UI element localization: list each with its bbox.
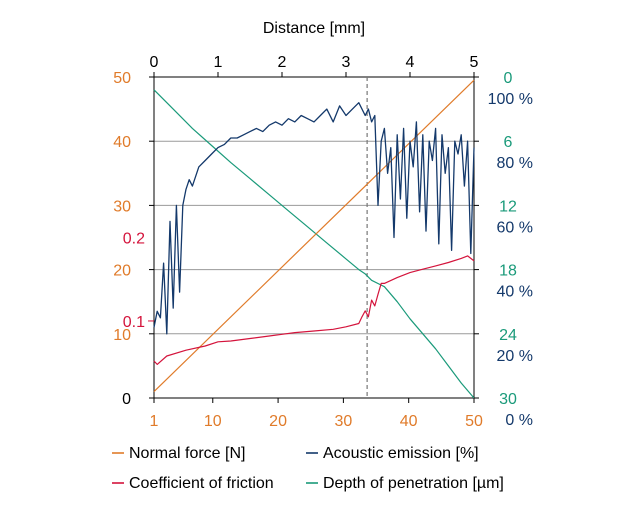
top-axis-title: Distance [mm] bbox=[263, 20, 365, 37]
legend-label: Coefficient of friction bbox=[129, 475, 274, 492]
top-axis-tick-label: 5 bbox=[470, 54, 479, 71]
top-axis-tick-label: 3 bbox=[342, 54, 351, 71]
bottom-axis-tick-label: 10 bbox=[204, 413, 222, 430]
acoustic-tick-label: 60 % bbox=[497, 219, 533, 236]
friction-tick-label: 0.1 bbox=[123, 314, 145, 331]
acoustic-tick-label: 20 % bbox=[497, 348, 533, 365]
series-layer bbox=[153, 79, 475, 399]
force-tick-label: 30 bbox=[113, 198, 131, 215]
depth-tick-label: 30 bbox=[499, 391, 517, 408]
grid bbox=[154, 140, 474, 335]
depth-tick-label: 6 bbox=[504, 134, 513, 151]
top-axis-tick-label: 2 bbox=[278, 54, 287, 71]
friction-tick-label: 0.2 bbox=[123, 231, 145, 248]
bottom-axis-tick-label: 1 bbox=[150, 413, 159, 430]
force-tick-label: 40 bbox=[113, 134, 131, 151]
depth-tick-label: 18 bbox=[499, 263, 517, 280]
legend-label: Depth of penetration [µm] bbox=[323, 475, 504, 492]
depth-tick-label: 24 bbox=[499, 327, 517, 344]
series-line-acoustic bbox=[153, 102, 475, 335]
plot-frame bbox=[153, 76, 475, 399]
force-tick-label: 50 bbox=[113, 70, 131, 87]
legend-label: Acoustic emission [%] bbox=[323, 445, 479, 462]
bottom-axis-tick-label: 30 bbox=[334, 413, 352, 430]
acoustic-tick-label: 40 % bbox=[497, 284, 533, 301]
ticks-layer: 0 1 2 3 4 51 10 20 30 40 50010203040500.10.2061218… bbox=[113, 54, 533, 430]
top-axis-tick-label: 4 bbox=[406, 54, 415, 71]
depth-tick-label: 0 bbox=[504, 70, 513, 87]
top-axis-tick-label: 1 bbox=[214, 54, 223, 71]
series-line-force bbox=[153, 79, 475, 393]
series-line-friction bbox=[153, 255, 475, 365]
acoustic-tick-label: 80 % bbox=[497, 155, 533, 172]
force-tick-label: 10 bbox=[113, 327, 131, 344]
force-tick-label: 20 bbox=[113, 263, 131, 280]
bottom-axis-tick-label: 50 bbox=[465, 413, 483, 430]
acoustic-tick-label: 100 % bbox=[488, 91, 533, 108]
depth-tick-label: 12 bbox=[499, 198, 517, 215]
legend-label: Normal force [N] bbox=[129, 445, 245, 462]
series-line-depth bbox=[153, 89, 475, 399]
legend: Normal force [N] Acoustic emission [%] Coe… bbox=[112, 445, 504, 492]
bottom-axis-tick-label: 40 bbox=[400, 413, 418, 430]
bottom-axis-tick-label: 20 bbox=[269, 413, 287, 430]
acoustic-tick-label: 0 % bbox=[505, 412, 533, 429]
force-tick-label: 0 bbox=[122, 391, 131, 408]
top-axis-tick-label: 0 bbox=[150, 54, 159, 71]
